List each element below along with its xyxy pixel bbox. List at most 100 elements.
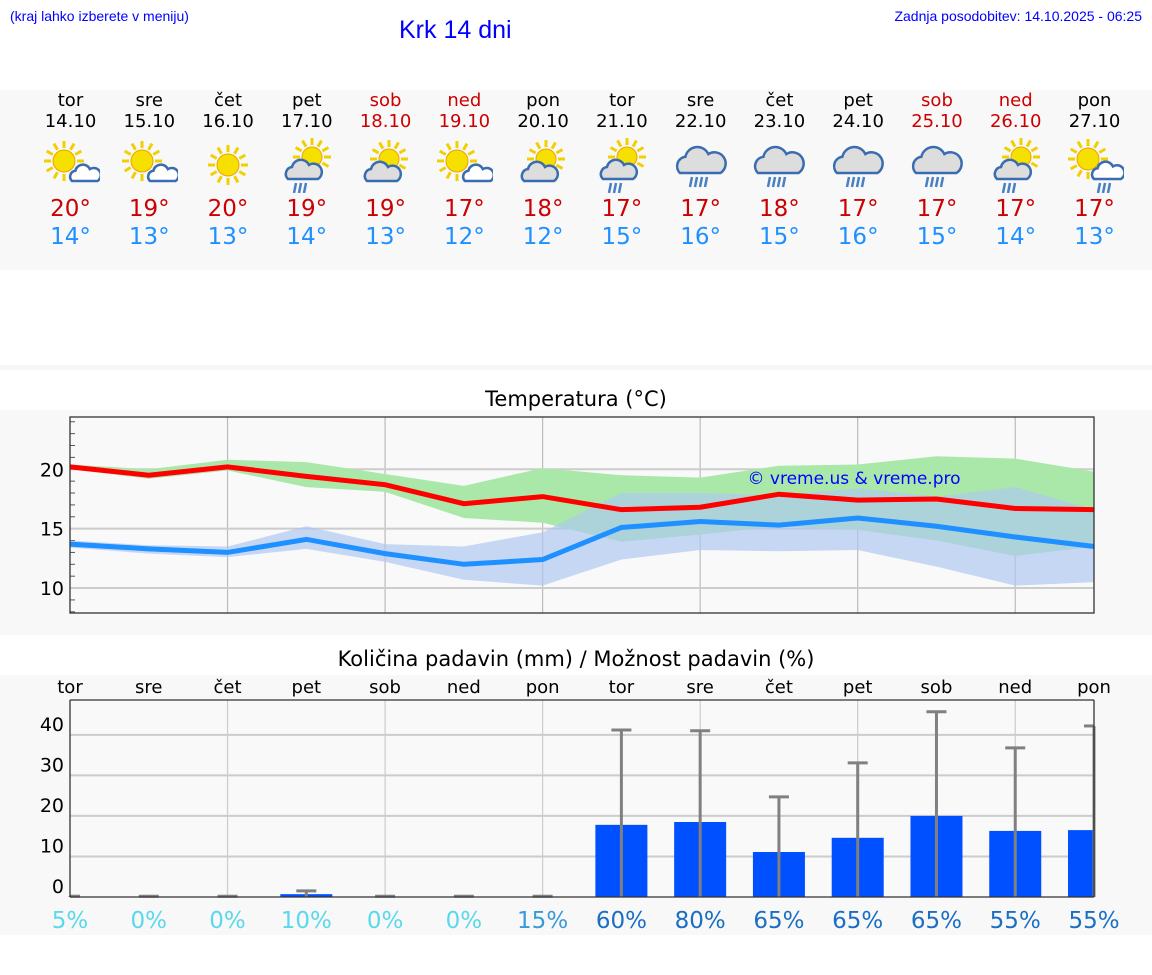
precipitation-chart: 0 10 20 30 40 tor 5% sre 0% čet 0% pet 10% sob 0% ned 0%… bbox=[40, 677, 1120, 934]
day-name: sob bbox=[921, 90, 953, 111]
max-temperature: 19° bbox=[286, 196, 328, 222]
day-forecast: tor 14.10 20° 14° bbox=[31, 90, 110, 251]
min-temperature: 14° bbox=[286, 224, 328, 250]
min-temperature-line bbox=[69, 515, 1095, 567]
day-date: 19.10 bbox=[438, 111, 491, 132]
day-forecast: pon 20.10 18° 12° bbox=[504, 90, 583, 251]
min-temperature: 16° bbox=[837, 224, 879, 250]
y-tick-label: 20 bbox=[40, 795, 64, 817]
y-tick-label: 0 bbox=[52, 876, 64, 898]
day-label: sre bbox=[686, 677, 713, 698]
max-temperature: 17° bbox=[443, 196, 485, 222]
day-forecast: čet 23.10 18° 15° bbox=[740, 90, 819, 251]
day-label: pet bbox=[843, 677, 873, 698]
max-temperature: 18° bbox=[759, 196, 800, 222]
page-title: Krk 14 dni bbox=[399, 16, 512, 44]
divider bbox=[0, 365, 1152, 370]
precipitation-probability: 65% bbox=[753, 908, 804, 934]
day-name: sob bbox=[369, 90, 402, 111]
y-tick-label: 10 bbox=[40, 835, 64, 857]
day-name: tor bbox=[609, 90, 635, 111]
precipitation-probability: 15% bbox=[517, 908, 568, 934]
sun-icon bbox=[208, 145, 249, 185]
day-date: 16.10 bbox=[202, 111, 254, 132]
min-temperature: 13° bbox=[365, 224, 406, 250]
day-name: ned bbox=[998, 90, 1033, 111]
cloud-rain-icon bbox=[754, 145, 806, 188]
precipitation-probability: 65% bbox=[832, 908, 883, 934]
sun-small-cloud-rain-icon bbox=[1067, 139, 1124, 193]
cloud-rain-icon bbox=[675, 145, 727, 188]
y-tick-label: 10 bbox=[40, 578, 64, 600]
precipitation-probability: 0% bbox=[367, 908, 404, 934]
day-date: 17.10 bbox=[281, 111, 333, 132]
cloud-rain-icon bbox=[833, 145, 885, 188]
day-forecast: tor 21.10 17° 15° bbox=[582, 90, 661, 251]
day-name: ned bbox=[447, 90, 482, 111]
day-label: tor bbox=[609, 677, 635, 698]
location-hint: (kraj lahko izberete v meniju) bbox=[10, 8, 189, 24]
sun-small-cloud-icon bbox=[122, 141, 179, 183]
day-date: 27.10 bbox=[1068, 111, 1121, 132]
precipitation-probability: 0% bbox=[209, 908, 246, 934]
sun-cloud-rain-icon bbox=[599, 138, 646, 193]
precipitation-probability: 55% bbox=[990, 908, 1041, 934]
day-label: čet bbox=[214, 677, 242, 698]
y-tick-label: 30 bbox=[40, 754, 64, 776]
precipitation-probability: 60% bbox=[596, 908, 647, 934]
day-name: pon bbox=[526, 90, 561, 111]
day-date: 24.10 bbox=[832, 111, 884, 132]
sun-cloud-icon bbox=[520, 140, 566, 183]
daily-forecast: tor 14.10 20° 14° sre 15.10 19° 13° čet 16… bbox=[0, 90, 1152, 270]
day-date: 18.10 bbox=[359, 111, 412, 132]
day-name: pet bbox=[292, 90, 322, 111]
day-date: 25.10 bbox=[911, 111, 963, 132]
day-label: pon bbox=[1077, 677, 1111, 698]
day-name: pet bbox=[843, 90, 873, 111]
min-temperature: 14° bbox=[995, 224, 1037, 250]
last-updated: Zadnja posodobitev: 14.10.2025 - 06:25 bbox=[894, 8, 1142, 24]
day-name: čet bbox=[765, 90, 794, 111]
day-label: pet bbox=[292, 677, 322, 698]
temperature-chart-title: Temperatura (°C) bbox=[485, 387, 667, 411]
max-temperature: 18° bbox=[522, 196, 564, 222]
precipitation-probability: 55% bbox=[1068, 908, 1119, 934]
day-date: 15.10 bbox=[123, 111, 176, 132]
precipitation-probability: 80% bbox=[675, 908, 726, 934]
y-tick-label: 20 bbox=[40, 459, 64, 481]
day-forecast: čet 16.10 20° 13° bbox=[189, 90, 268, 251]
max-temperature: 17° bbox=[837, 196, 879, 222]
precipitation-probability: 0% bbox=[446, 908, 483, 934]
day-forecast: pon 27.10 17° 13° bbox=[1055, 90, 1134, 251]
min-temperature: 13° bbox=[1074, 224, 1115, 250]
temperature-chart: 10 15 20 © vreme.us & vreme.pro bbox=[40, 416, 1095, 614]
day-forecast: pet 24.10 17° 16° bbox=[819, 90, 898, 251]
min-temperature: 15° bbox=[916, 224, 958, 250]
day-label: ned bbox=[998, 677, 1032, 698]
min-temperature: 13° bbox=[207, 224, 249, 250]
plot-border bbox=[69, 416, 1095, 614]
day-forecast: pet 17.10 19° 14° bbox=[267, 90, 346, 251]
day-name: sre bbox=[686, 90, 715, 111]
min-temperature: 15° bbox=[601, 224, 643, 250]
max-range-band bbox=[70, 456, 1095, 556]
max-temperature: 17° bbox=[680, 196, 722, 222]
sun-small-cloud-icon bbox=[437, 141, 494, 183]
y-tick-label: 15 bbox=[40, 519, 64, 541]
day-name: sre bbox=[135, 90, 163, 111]
min-temperature: 13° bbox=[128, 224, 170, 250]
precipitation-probability: 5% bbox=[52, 908, 89, 934]
day-label: ned bbox=[447, 677, 481, 698]
day-label: sre bbox=[135, 677, 162, 698]
min-temperature: 12° bbox=[443, 224, 485, 250]
precipitation-chart-title: Količina padavin (mm) / Možnost padavin … bbox=[337, 647, 815, 671]
precipitation-bar bbox=[1068, 830, 1094, 897]
max-temperature: 19° bbox=[365, 196, 406, 222]
min-range-band bbox=[70, 487, 1095, 586]
day-label: sob bbox=[369, 677, 401, 698]
sun-cloud-rain-icon bbox=[993, 138, 1040, 193]
max-temperature: 17° bbox=[1074, 196, 1115, 222]
max-temperature: 17° bbox=[995, 196, 1037, 222]
day-label: tor bbox=[57, 677, 83, 698]
day-date: 20.10 bbox=[517, 111, 569, 132]
